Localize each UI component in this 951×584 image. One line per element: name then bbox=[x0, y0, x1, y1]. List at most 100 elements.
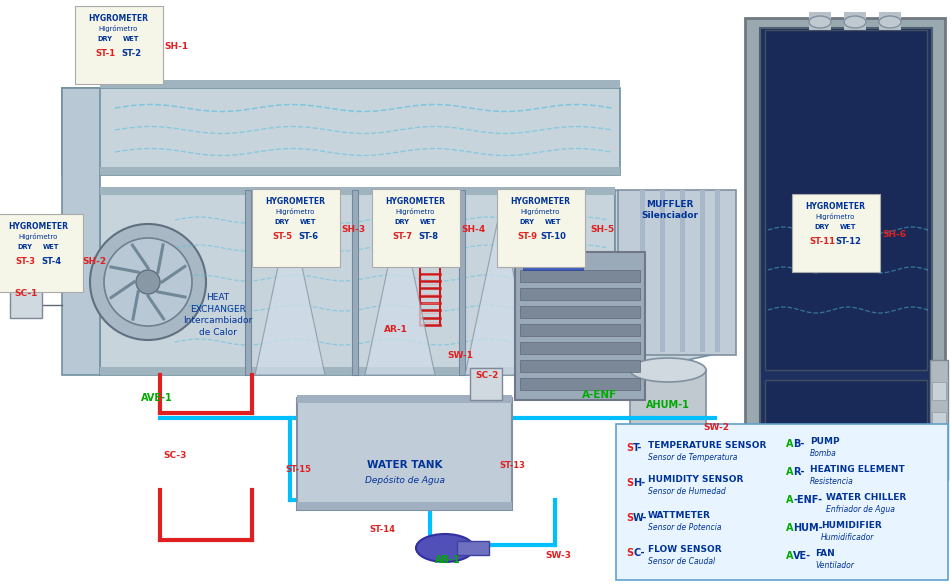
Text: ST-1: ST-1 bbox=[95, 49, 115, 58]
Text: SW-2: SW-2 bbox=[703, 423, 729, 433]
Bar bbox=[630, 370, 706, 466]
Bar bbox=[640, 190, 645, 352]
Text: HUMIDIFIER: HUMIDIFIER bbox=[821, 520, 882, 530]
FancyBboxPatch shape bbox=[0, 214, 83, 291]
Bar bbox=[879, 12, 901, 30]
Text: Higrómetro: Higrómetro bbox=[396, 208, 435, 215]
Text: Sensor de Caudal: Sensor de Caudal bbox=[648, 558, 715, 566]
Ellipse shape bbox=[844, 16, 866, 28]
Text: T-: T- bbox=[633, 443, 642, 453]
Text: TEMPERATURE SENSOR: TEMPERATURE SENSOR bbox=[648, 440, 767, 450]
Polygon shape bbox=[62, 88, 100, 375]
Text: SH-3: SH-3 bbox=[341, 225, 365, 234]
Text: R-: R- bbox=[793, 467, 805, 477]
Text: Resistencia: Resistencia bbox=[810, 477, 854, 485]
Ellipse shape bbox=[809, 16, 831, 28]
Text: ST-15: ST-15 bbox=[285, 465, 311, 474]
Text: SH-1: SH-1 bbox=[164, 42, 188, 51]
Bar bbox=[745, 18, 945, 578]
Ellipse shape bbox=[416, 534, 474, 562]
FancyBboxPatch shape bbox=[791, 193, 880, 272]
Bar bbox=[844, 12, 866, 30]
Bar bbox=[459, 190, 465, 375]
Text: ST-2: ST-2 bbox=[121, 49, 141, 58]
Ellipse shape bbox=[630, 454, 706, 478]
Text: DRY: DRY bbox=[814, 224, 829, 230]
FancyBboxPatch shape bbox=[616, 424, 948, 580]
Bar bbox=[100, 187, 615, 195]
Text: Depósito de Agua: Depósito de Agua bbox=[365, 475, 445, 485]
Text: DRY: DRY bbox=[519, 219, 534, 225]
Text: HYGROMETER: HYGROMETER bbox=[88, 14, 148, 23]
Text: Ventilador: Ventilador bbox=[816, 561, 854, 569]
Polygon shape bbox=[615, 190, 735, 375]
Polygon shape bbox=[62, 88, 620, 175]
Text: A-ENF: A-ENF bbox=[582, 390, 617, 400]
Polygon shape bbox=[365, 210, 435, 375]
Bar bbox=[765, 380, 927, 560]
Text: SH-2: SH-2 bbox=[82, 258, 107, 266]
Bar bbox=[245, 190, 251, 375]
Text: Higrómetro: Higrómetro bbox=[815, 213, 855, 220]
Text: Bomba: Bomba bbox=[810, 449, 837, 457]
Text: WATTMETER: WATTMETER bbox=[648, 510, 711, 520]
Bar bbox=[520, 324, 640, 336]
Text: SH-4: SH-4 bbox=[461, 225, 485, 234]
Text: HUMIDITY SENSOR: HUMIDITY SENSOR bbox=[648, 475, 744, 485]
Text: DRY: DRY bbox=[98, 36, 112, 42]
Bar bbox=[520, 288, 640, 300]
Text: FLOW SENSOR: FLOW SENSOR bbox=[648, 545, 722, 554]
Text: A: A bbox=[786, 523, 793, 533]
Bar bbox=[618, 190, 736, 355]
Text: Higrómetro: Higrómetro bbox=[520, 208, 560, 215]
Text: SH-5: SH-5 bbox=[590, 225, 614, 234]
Text: Higrómetro: Higrómetro bbox=[98, 25, 138, 32]
Text: DRY: DRY bbox=[17, 244, 32, 250]
Bar bbox=[100, 80, 620, 88]
FancyBboxPatch shape bbox=[496, 189, 585, 266]
Text: HEATING ELEMENT: HEATING ELEMENT bbox=[810, 464, 904, 474]
Polygon shape bbox=[255, 210, 325, 375]
Bar bbox=[760, 28, 932, 568]
Text: S: S bbox=[626, 443, 633, 453]
Text: S: S bbox=[626, 548, 633, 558]
Text: Higrómetro: Higrómetro bbox=[275, 208, 315, 215]
Text: S: S bbox=[626, 478, 633, 488]
Text: HUM-: HUM- bbox=[793, 523, 823, 533]
Bar bbox=[715, 190, 720, 352]
Text: FAN: FAN bbox=[816, 548, 835, 558]
Text: HYGROMETER: HYGROMETER bbox=[8, 222, 68, 231]
Text: H-: H- bbox=[633, 478, 645, 488]
Text: Sensor de Humedad: Sensor de Humedad bbox=[648, 488, 726, 496]
Bar bbox=[297, 395, 512, 403]
FancyBboxPatch shape bbox=[74, 5, 163, 84]
Bar bbox=[660, 190, 665, 352]
Text: HYGROMETER: HYGROMETER bbox=[385, 197, 445, 206]
Ellipse shape bbox=[879, 16, 901, 28]
Text: Sensor de Temperatura: Sensor de Temperatura bbox=[648, 453, 737, 461]
Text: ST-9: ST-9 bbox=[517, 232, 537, 241]
Text: ST-12: ST-12 bbox=[835, 237, 861, 246]
Text: AHUM-1: AHUM-1 bbox=[646, 400, 689, 410]
Bar bbox=[525, 190, 531, 375]
Text: SH-6: SH-6 bbox=[882, 230, 906, 239]
Text: SW-1: SW-1 bbox=[447, 350, 473, 360]
Bar bbox=[630, 370, 706, 466]
Text: ST-10: ST-10 bbox=[540, 232, 566, 241]
Bar bbox=[520, 360, 640, 372]
Text: WET: WET bbox=[840, 224, 856, 230]
Text: DRY: DRY bbox=[395, 219, 410, 225]
Circle shape bbox=[90, 224, 206, 340]
Text: ST-13: ST-13 bbox=[499, 461, 525, 470]
Text: ST-4: ST-4 bbox=[41, 257, 61, 266]
Text: MUFFLER
Silenciador: MUFFLER Silenciador bbox=[642, 200, 698, 220]
Bar bbox=[100, 367, 615, 375]
Bar bbox=[523, 258, 583, 270]
Text: HYGROMETER: HYGROMETER bbox=[265, 197, 325, 206]
Polygon shape bbox=[465, 210, 535, 375]
Ellipse shape bbox=[630, 358, 706, 382]
FancyBboxPatch shape bbox=[251, 189, 340, 266]
Bar bbox=[932, 442, 946, 460]
Text: SC-3: SC-3 bbox=[164, 450, 186, 460]
Text: ST-6: ST-6 bbox=[298, 232, 318, 241]
